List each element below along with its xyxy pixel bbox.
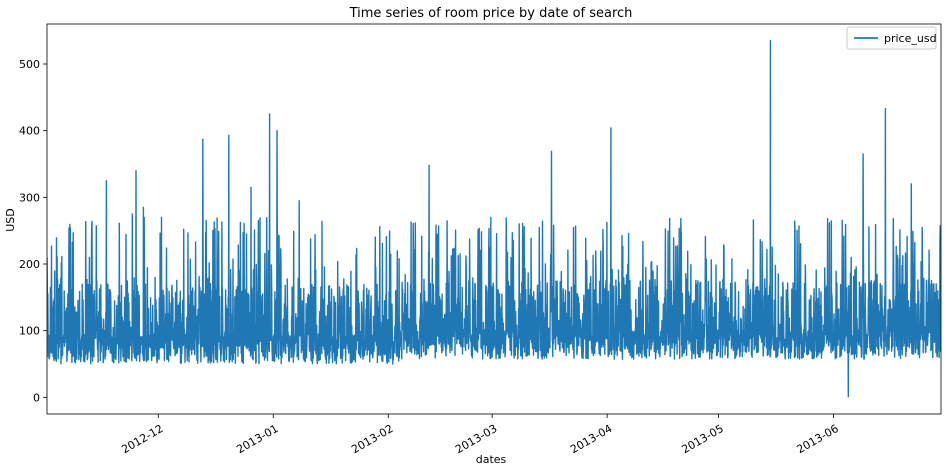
x-axis-title: dates <box>476 453 507 466</box>
y-tick-label: 500 <box>19 58 40 71</box>
y-tick-label: 0 <box>33 391 40 404</box>
chart-title: Time series of room price by date of sea… <box>349 6 633 21</box>
y-tick-label: 200 <box>19 258 40 271</box>
y-tick-label: 300 <box>19 191 40 204</box>
legend-label-price-usd: price_usd <box>884 32 937 45</box>
y-axis-title: USD <box>4 208 17 232</box>
y-tick-label: 400 <box>19 125 40 138</box>
y-tick-label: 100 <box>19 325 40 338</box>
series-line-price-usd <box>47 40 941 398</box>
plot-frame <box>46 23 942 415</box>
legend: price_usd <box>846 26 937 50</box>
legend-box <box>846 26 937 50</box>
y-axis: 0 100 200 300 400 500 <box>19 58 47 404</box>
series-layer <box>47 40 941 398</box>
